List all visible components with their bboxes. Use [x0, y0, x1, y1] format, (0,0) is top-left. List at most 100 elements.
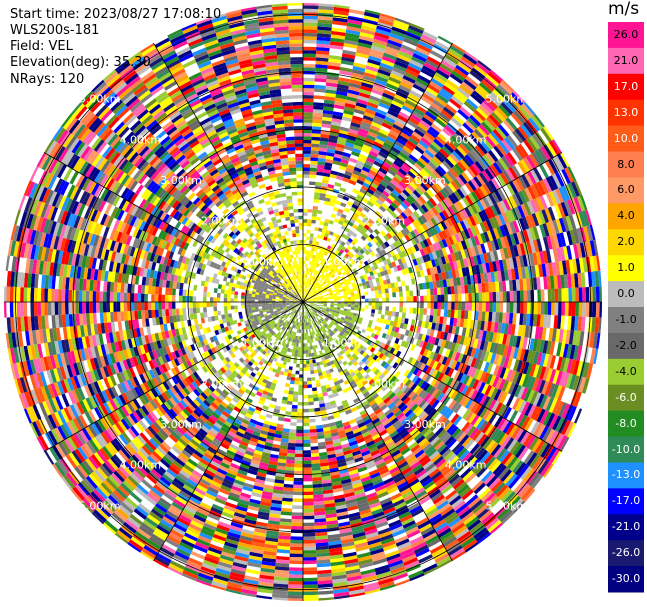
velocity-gate: [486, 341, 492, 352]
velocity-gate: [567, 422, 577, 438]
velocity-gate: [265, 413, 273, 419]
velocity-gate: [313, 310, 317, 314]
velocity-gate: [537, 441, 548, 457]
velocity-gate: [514, 427, 525, 441]
velocity-gate: [520, 466, 532, 480]
velocity-gate: [409, 427, 419, 437]
velocity-gate: [566, 344, 573, 359]
velocity-gate: [458, 302, 462, 311]
velocity-gate: [298, 391, 303, 396]
velocity-gate: [444, 421, 454, 432]
velocity-gate: [256, 595, 272, 600]
velocity-gate: [370, 402, 378, 410]
velocity-gate: [541, 327, 547, 341]
velocity-gate: [496, 354, 503, 366]
velocity-gate: [556, 315, 562, 329]
velocity-gate: [293, 356, 298, 361]
velocity-gate: [37, 302, 42, 316]
velocity-gate: [258, 297, 262, 300]
velocity-gate: [357, 320, 363, 325]
velocity-gate: [351, 318, 356, 322]
velocity-gate: [313, 310, 317, 313]
velocity-gate: [213, 273, 218, 279]
velocity-gate: [144, 302, 148, 311]
velocity-gate: [397, 402, 406, 410]
velocity-gate: [455, 503, 468, 515]
velocity-gate: [543, 314, 548, 328]
velocity-gate: [385, 380, 393, 388]
velocity-gate: [271, 397, 278, 402]
velocity-gate: [488, 331, 494, 343]
velocity-gate: [422, 364, 429, 373]
velocity-gate: [464, 454, 475, 466]
velocity-gate: [23, 287, 28, 302]
velocity-gate: [518, 400, 527, 414]
velocity-gate: [386, 358, 393, 365]
velocity-gate: [449, 378, 457, 389]
velocity-gate: [572, 330, 578, 346]
velocity-gate: [347, 302, 352, 305]
velocity-gate: [151, 294, 155, 302]
velocity-gate: [534, 440, 545, 455]
velocity-gate: [418, 399, 427, 409]
velocity-gate: [493, 353, 500, 365]
velocity-gate: [309, 432, 318, 437]
velocity-gate: [294, 467, 303, 472]
velocity-gate: [576, 345, 583, 361]
velocity-gate: [425, 350, 432, 359]
velocity-gate: [338, 355, 344, 360]
velocity-gate: [448, 358, 455, 368]
velocity-gate: [404, 436, 414, 445]
velocity-gate: [409, 325, 415, 332]
velocity-gate: [362, 351, 368, 358]
velocity-gate: [482, 454, 494, 466]
velocity-gate: [303, 463, 312, 468]
velocity-gate: [416, 361, 423, 370]
velocity-gate: [179, 308, 183, 315]
velocity-gate: [78, 290, 83, 302]
velocity-gate: [440, 374, 448, 384]
velocity-gate: [299, 357, 303, 361]
velocity-gate: [488, 477, 501, 490]
velocity-gate: [315, 313, 319, 317]
velocity-gate: [321, 310, 326, 313]
velocity-gate: [286, 456, 295, 461]
velocity-gate: [306, 367, 311, 371]
velocity-gate: [403, 369, 411, 377]
velocity-gate: [490, 460, 502, 473]
velocity-gate: [240, 298, 245, 302]
velocity-gate: [496, 343, 503, 355]
velocity-gate: [438, 481, 451, 492]
velocity-gate: [338, 320, 343, 325]
velocity-gate: [161, 294, 166, 302]
velocity-gate: [526, 302, 531, 314]
velocity-gate: [296, 429, 303, 434]
velocity-gate: [431, 322, 436, 330]
velocity-gate: [445, 409, 454, 420]
velocity-gate: [348, 418, 357, 425]
velocity-gate: [568, 374, 577, 390]
velocity-gate: [388, 392, 396, 400]
velocity-gate: [497, 322, 502, 334]
velocity-gate: [465, 376, 474, 387]
velocity-gate: [54, 289, 59, 302]
velocity-gate: [539, 425, 549, 440]
velocity-gate: [400, 404, 408, 413]
velocity-gate: [451, 427, 462, 439]
velocity-gate: [346, 348, 352, 354]
velocity-gate: [458, 383, 466, 394]
velocity-gate: [373, 325, 379, 331]
velocity-gate: [251, 296, 255, 300]
velocity-gate: [450, 342, 457, 351]
velocity-gate: [287, 588, 303, 592]
velocity-gate: [455, 381, 463, 392]
velocity-gate: [532, 338, 539, 352]
velocity-gate: [471, 302, 476, 311]
velocity-gate: [292, 394, 299, 399]
velocity-gate: [410, 403, 419, 412]
velocity-gate: [384, 334, 390, 340]
velocity-gate: [286, 400, 293, 405]
velocity-gate: [446, 423, 456, 434]
velocity-gate: [520, 486, 534, 501]
velocity-gate: [533, 422, 543, 437]
